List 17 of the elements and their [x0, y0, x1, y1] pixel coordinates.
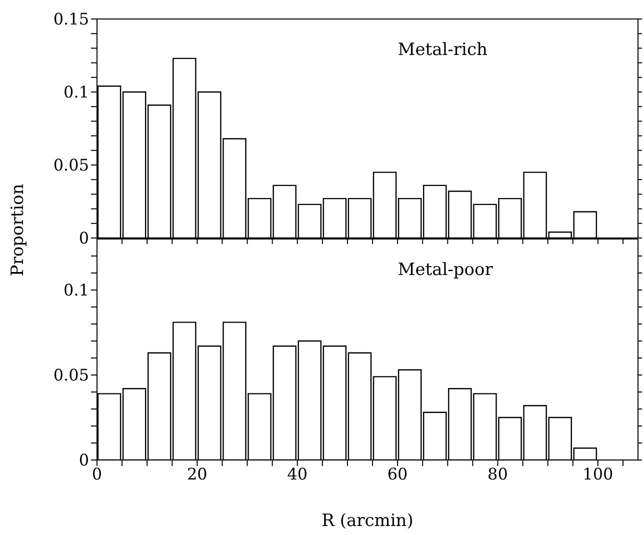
x-tick-label: 60	[387, 464, 408, 484]
x-tick-label: 20	[187, 464, 208, 484]
annotation: Metal-rich	[398, 40, 488, 60]
x-tick-label: 100	[582, 464, 614, 484]
y-tick-label: 0.05	[53, 366, 89, 385]
annotation: Metal-poor	[398, 260, 493, 280]
x-tick-label: 0	[92, 464, 102, 484]
y-tick-label: 0	[78, 450, 89, 470]
y-tick-label: 0.1	[64, 82, 89, 102]
y-tick-label: 0.05	[53, 156, 89, 175]
y-tick-label: 0	[78, 228, 89, 248]
x-tick-label: 40	[287, 464, 308, 484]
y-tick-label: 0.15	[53, 10, 89, 29]
x-tick-label: 80	[488, 464, 508, 484]
x-axis-title: R (arcmin)	[322, 511, 414, 531]
y-tick-label: 0.1	[64, 280, 89, 300]
y-axis-title: Proportion	[8, 184, 28, 276]
